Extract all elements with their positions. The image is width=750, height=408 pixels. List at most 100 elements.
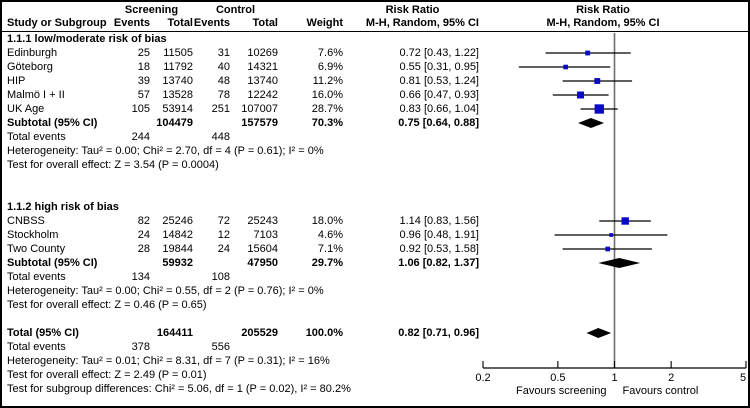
control-events-cell: 31	[217, 47, 230, 59]
study-row: Malmö I + II 57 13528 78 12242 16.0% 0.66 [0.4…	[2, 88, 748, 102]
study-row: Two County 28 19844 24 15604 7.1% 0.92 [0.53, …	[2, 242, 748, 256]
screening-total-cell: 104479	[156, 117, 193, 129]
rr-ci-col-header: M-H, Random, 95% CI	[365, 17, 479, 29]
study-label: Göteborg	[7, 61, 53, 73]
total-row: Total (95% CI) 164411 205529 100.0% 0.82 [0.…	[2, 326, 748, 340]
screening-total-cell: 164411	[156, 327, 193, 339]
screening-total-col-header: Total	[167, 17, 193, 29]
control-events-cell: 251	[211, 103, 230, 115]
screening-total-cell: 14842	[162, 229, 193, 241]
weight-cell: 4.6%	[317, 229, 343, 241]
screening-total-cell: 13740	[162, 75, 193, 87]
control-total-cell	[230, 340, 278, 354]
header-col-line: Study or Subgroup Events Total Events To…	[2, 17, 748, 30]
risk-ratio-text-cell: 0.75 [0.64, 0.88]	[398, 117, 479, 129]
control-total-cell: 15604	[247, 243, 278, 255]
risk-ratio-text-cell: 0.72 [0.43, 1.22]	[399, 47, 479, 59]
row-label: Heterogeneity: Tau² = 0.00; Chi² = 0.55,…	[7, 285, 324, 297]
screening-total-cell: 25246	[162, 215, 193, 227]
weight-cell: 70.3%	[311, 117, 343, 129]
control-total-cell: 13740	[247, 75, 278, 87]
note-row: Test for overall effect: Z = 0.46 (P = 0…	[2, 298, 748, 312]
weight-cell: 11.2%	[312, 75, 343, 87]
screening-events-cell	[110, 256, 150, 270]
control-total-cell: 25243	[247, 215, 278, 227]
weight-cell: 18.0%	[311, 215, 343, 227]
control-total-cell	[230, 270, 278, 284]
control-events-cell: 48	[217, 75, 230, 87]
screening-events-cell: 28	[137, 243, 150, 255]
row-label: Test for overall effect: Z = 0.46 (P = 0…	[7, 299, 207, 311]
events-row: Total events 378 556	[2, 340, 748, 354]
screening-events-cell: 244	[131, 131, 150, 143]
control-total-cell: 47950	[247, 257, 278, 269]
screening-total-cell: 11792	[163, 61, 193, 73]
study-label: UK Age	[7, 103, 45, 115]
risk-ratio-text-cell: 0.83 [0.66, 1.04]	[399, 103, 479, 115]
section-row: 1.1.1 low/moderate risk of bias	[2, 32, 748, 46]
row-label: Heterogeneity: Tau² = 0.00; Chi² = 2.70,…	[7, 145, 324, 157]
note-row: Heterogeneity: Tau² = 0.01; Chi² = 8.31,…	[2, 354, 748, 368]
risk-ratio-text-cell	[343, 270, 482, 284]
weight-cell	[278, 340, 343, 354]
screening-events-cell: 39	[137, 75, 150, 87]
weight-cell: 29.7%	[311, 257, 343, 269]
control-total-cell: 14321	[247, 61, 278, 73]
risk-ratio-text-cell	[343, 130, 482, 144]
risk-ratio-text-cell	[343, 340, 482, 354]
screening-events-cell: 134	[131, 271, 150, 283]
row-label: Test for overall effect: Z = 3.54 (P = 0…	[7, 159, 219, 171]
row-label: Test for overall effect: Z = 2.49 (P = 0…	[7, 369, 207, 381]
risk-ratio-text-cell: 0.82 [0.71, 0.96]	[398, 327, 479, 339]
study-label: Subtotal (95% CI)	[7, 117, 98, 129]
study-label: Total (95% CI)	[7, 327, 79, 339]
control-total-cell: 12242	[247, 89, 278, 101]
control-events-cell	[193, 326, 230, 340]
header-spacer	[7, 4, 110, 17]
events-row: Total events 244 448	[2, 130, 748, 144]
weight-cell: 28.7%	[311, 103, 343, 115]
control-total-cell	[230, 130, 278, 144]
risk-ratio-col-title: Risk Ratio	[385, 4, 440, 16]
control-events-cell: 78	[217, 89, 230, 101]
spacer-row	[2, 172, 748, 186]
study-row: CNBSS 82 25246 72 25243 18.0% 1.14 [0.83, 1.56…	[2, 214, 748, 228]
study-label: CNBSS	[7, 215, 45, 227]
study-row: Edinburgh 25 11505 31 10269 7.6% 0.72 [0.43, 1…	[2, 46, 748, 60]
plot-subtitle: M-H, Random, 95% CI	[546, 17, 660, 29]
subtotal-row: Subtotal (95% CI) 104479 157579 70.3% 0.75 […	[2, 116, 748, 130]
row-label: 1.1.1 low/moderate risk of bias	[7, 33, 167, 45]
weight-cell: 6.9%	[317, 61, 343, 73]
row-label: 1.1.2 high risk of bias	[7, 201, 119, 213]
screening-events-cell	[110, 326, 150, 340]
control-events-cell: 108	[211, 271, 230, 283]
header-spacer	[278, 4, 343, 17]
control-events-cell: 24	[217, 243, 230, 255]
screening-events-cell: 82	[137, 215, 150, 227]
weight-cell: 100.0%	[305, 327, 343, 339]
study-label: Malmö I + II	[7, 89, 65, 101]
plot-header: Risk Ratio M-H, Random, 95% CI	[460, 4, 746, 30]
control-events-cell	[193, 256, 230, 270]
screening-events-cell	[110, 116, 150, 130]
header-group-line: Screening Control Risk Ratio	[2, 4, 748, 17]
events-row: Total events 134 108	[2, 270, 748, 284]
screening-group-header: Screening	[124, 4, 179, 16]
note-row: Test for overall effect: Z = 3.54 (P = 0…	[2, 158, 748, 172]
screening-total-cell	[150, 270, 193, 284]
study-label: Two County	[7, 243, 66, 255]
plot-title: Risk Ratio	[576, 4, 630, 16]
screening-total-cell: 53914	[162, 103, 193, 115]
weight-cell: 7.1%	[317, 243, 343, 255]
subtotal-row: Subtotal (95% CI) 59932 47950 29.7% 1.06 [0.…	[2, 256, 748, 270]
control-events-cell: 448	[211, 131, 230, 143]
risk-ratio-text-cell: 0.81 [0.53, 1.24]	[399, 75, 479, 87]
control-total-cell: 157579	[241, 117, 278, 129]
note-row: Test for overall effect: Z = 2.49 (P = 0…	[2, 368, 748, 382]
screening-total-cell	[150, 130, 193, 144]
control-total-cell: 10269	[247, 47, 278, 59]
risk-ratio-text-cell: 1.14 [0.83, 1.56]	[399, 215, 479, 227]
row-label: Heterogeneity: Tau² = 0.01; Chi² = 8.31,…	[7, 355, 330, 367]
control-events-cell: 12	[217, 229, 230, 241]
risk-ratio-text-cell: 0.96 [0.48, 1.91]	[399, 229, 479, 241]
